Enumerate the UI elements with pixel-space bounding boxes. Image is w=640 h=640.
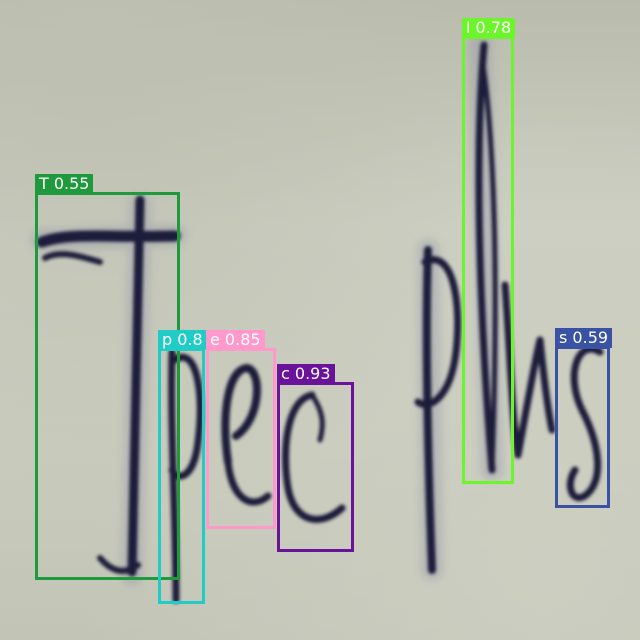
detection-box-e: e 0.85 <box>206 348 276 529</box>
detection-box-l: l 0.78 <box>462 36 514 484</box>
detection-label-p: p 0.8 <box>158 330 213 350</box>
detection-box-p: p 0.8 <box>158 348 205 604</box>
detection-label-c: c 0.93 <box>277 364 335 384</box>
detection-label-s: s 0.59 <box>555 328 612 348</box>
detection-label-e: e 0.85 <box>206 330 265 350</box>
detection-box-c: c 0.93 <box>277 382 354 552</box>
detection-box-s: s 0.59 <box>555 346 610 508</box>
detection-label-t: T 0.55 <box>35 174 93 194</box>
detection-label-l: l 0.78 <box>462 18 515 38</box>
